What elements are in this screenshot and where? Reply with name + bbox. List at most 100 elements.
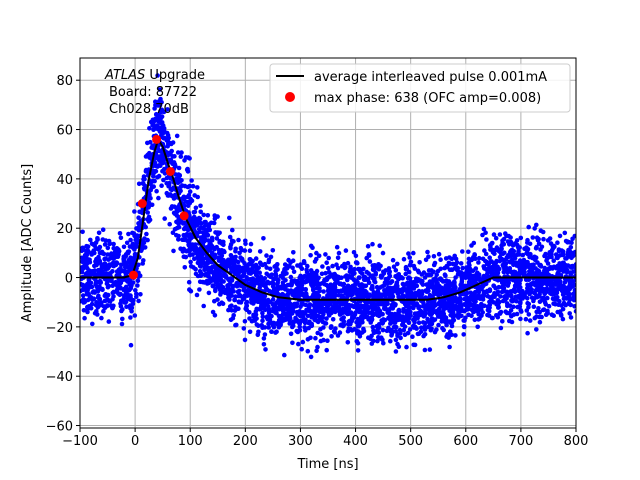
sample-point (411, 250, 416, 256)
sample-point (297, 328, 303, 333)
sample-point (349, 269, 355, 274)
sample-point (89, 241, 95, 247)
sample-point (439, 319, 445, 324)
sample-point (562, 230, 568, 236)
sample-point (155, 146, 161, 151)
y-tick-label: −20 (46, 321, 73, 336)
sample-point (321, 337, 326, 343)
sample-point (195, 194, 200, 200)
sample-point (568, 270, 574, 275)
sample-point (467, 266, 473, 271)
sample-point (388, 321, 393, 326)
sample-point (80, 269, 85, 275)
sample-point (440, 301, 446, 306)
sample-point (132, 247, 137, 252)
sample-point (571, 291, 576, 297)
sample-point (533, 255, 539, 260)
sample-point (384, 289, 389, 295)
sample-point (369, 333, 374, 339)
sample-point (431, 277, 436, 282)
sample-point (436, 251, 442, 257)
sample-point (142, 176, 147, 182)
sample-point (355, 279, 360, 285)
sample-point (126, 260, 131, 265)
sample-point (531, 262, 536, 268)
sample-point (216, 277, 221, 282)
sample-point (194, 292, 200, 298)
sample-point (256, 265, 262, 271)
sample-point (314, 256, 319, 262)
sample-point (171, 248, 176, 254)
sample-point (573, 262, 576, 267)
sample-point (567, 297, 573, 302)
sample-point (373, 272, 379, 277)
sample-point (405, 313, 411, 319)
sample-point (315, 318, 320, 324)
sample-point (214, 236, 220, 241)
sample-point (201, 303, 206, 309)
sample-point (263, 347, 268, 352)
sample-point (180, 237, 186, 242)
sample-point (236, 299, 242, 305)
sample-point (308, 354, 314, 360)
sample-point (320, 264, 325, 269)
sample-point (206, 238, 211, 243)
sample-point (562, 279, 568, 285)
sample-point (467, 303, 472, 309)
sample-point (180, 221, 186, 226)
sample-point (318, 327, 323, 332)
sample-point (461, 324, 467, 329)
sample-point (290, 324, 295, 330)
sample-point (337, 275, 342, 281)
sample-point (572, 269, 576, 274)
sample-point (209, 250, 215, 256)
sample-point (205, 213, 211, 218)
x-tick-label: −100 (62, 434, 98, 449)
sample-point (226, 307, 231, 313)
sample-point (122, 264, 128, 270)
sample-point (232, 297, 237, 303)
sample-point (143, 154, 149, 159)
sample-point (370, 300, 376, 306)
sample-point (185, 238, 190, 244)
sample-point (127, 244, 133, 249)
sample-point (286, 317, 292, 323)
sample-point (487, 255, 493, 260)
sample-point (551, 258, 556, 264)
sample-point (305, 337, 311, 342)
sample-point (369, 317, 375, 322)
sample-point (441, 311, 447, 317)
sample-point (308, 272, 314, 277)
sample-point (354, 291, 360, 297)
sample-point (110, 269, 115, 274)
sample-point (233, 254, 238, 260)
sample-point (315, 344, 320, 350)
sample-point (538, 228, 544, 233)
sample-point (534, 244, 539, 250)
sample-point (421, 300, 426, 306)
sample-point (488, 244, 493, 250)
sample-point (172, 226, 178, 232)
sample-point (516, 288, 521, 294)
sample-point (159, 100, 164, 105)
sample-point (331, 329, 337, 334)
sample-point (156, 195, 161, 201)
x-axis-label: Time [ns] (296, 457, 358, 472)
sample-point (273, 289, 278, 295)
sample-point (238, 245, 244, 251)
sample-point (96, 230, 102, 236)
sample-point (121, 257, 127, 263)
sample-point (244, 299, 250, 305)
sample-point (270, 297, 276, 302)
sample-point (491, 232, 497, 237)
sample-point (219, 260, 224, 265)
sample-point (134, 226, 139, 231)
sample-point (253, 256, 259, 261)
sample-point (229, 308, 234, 313)
y-tick-label: 60 (56, 124, 73, 139)
sample-point (469, 313, 474, 319)
sample-point (541, 307, 547, 312)
sample-point (363, 302, 368, 308)
sample-point (519, 309, 524, 314)
sample-point (476, 317, 481, 322)
